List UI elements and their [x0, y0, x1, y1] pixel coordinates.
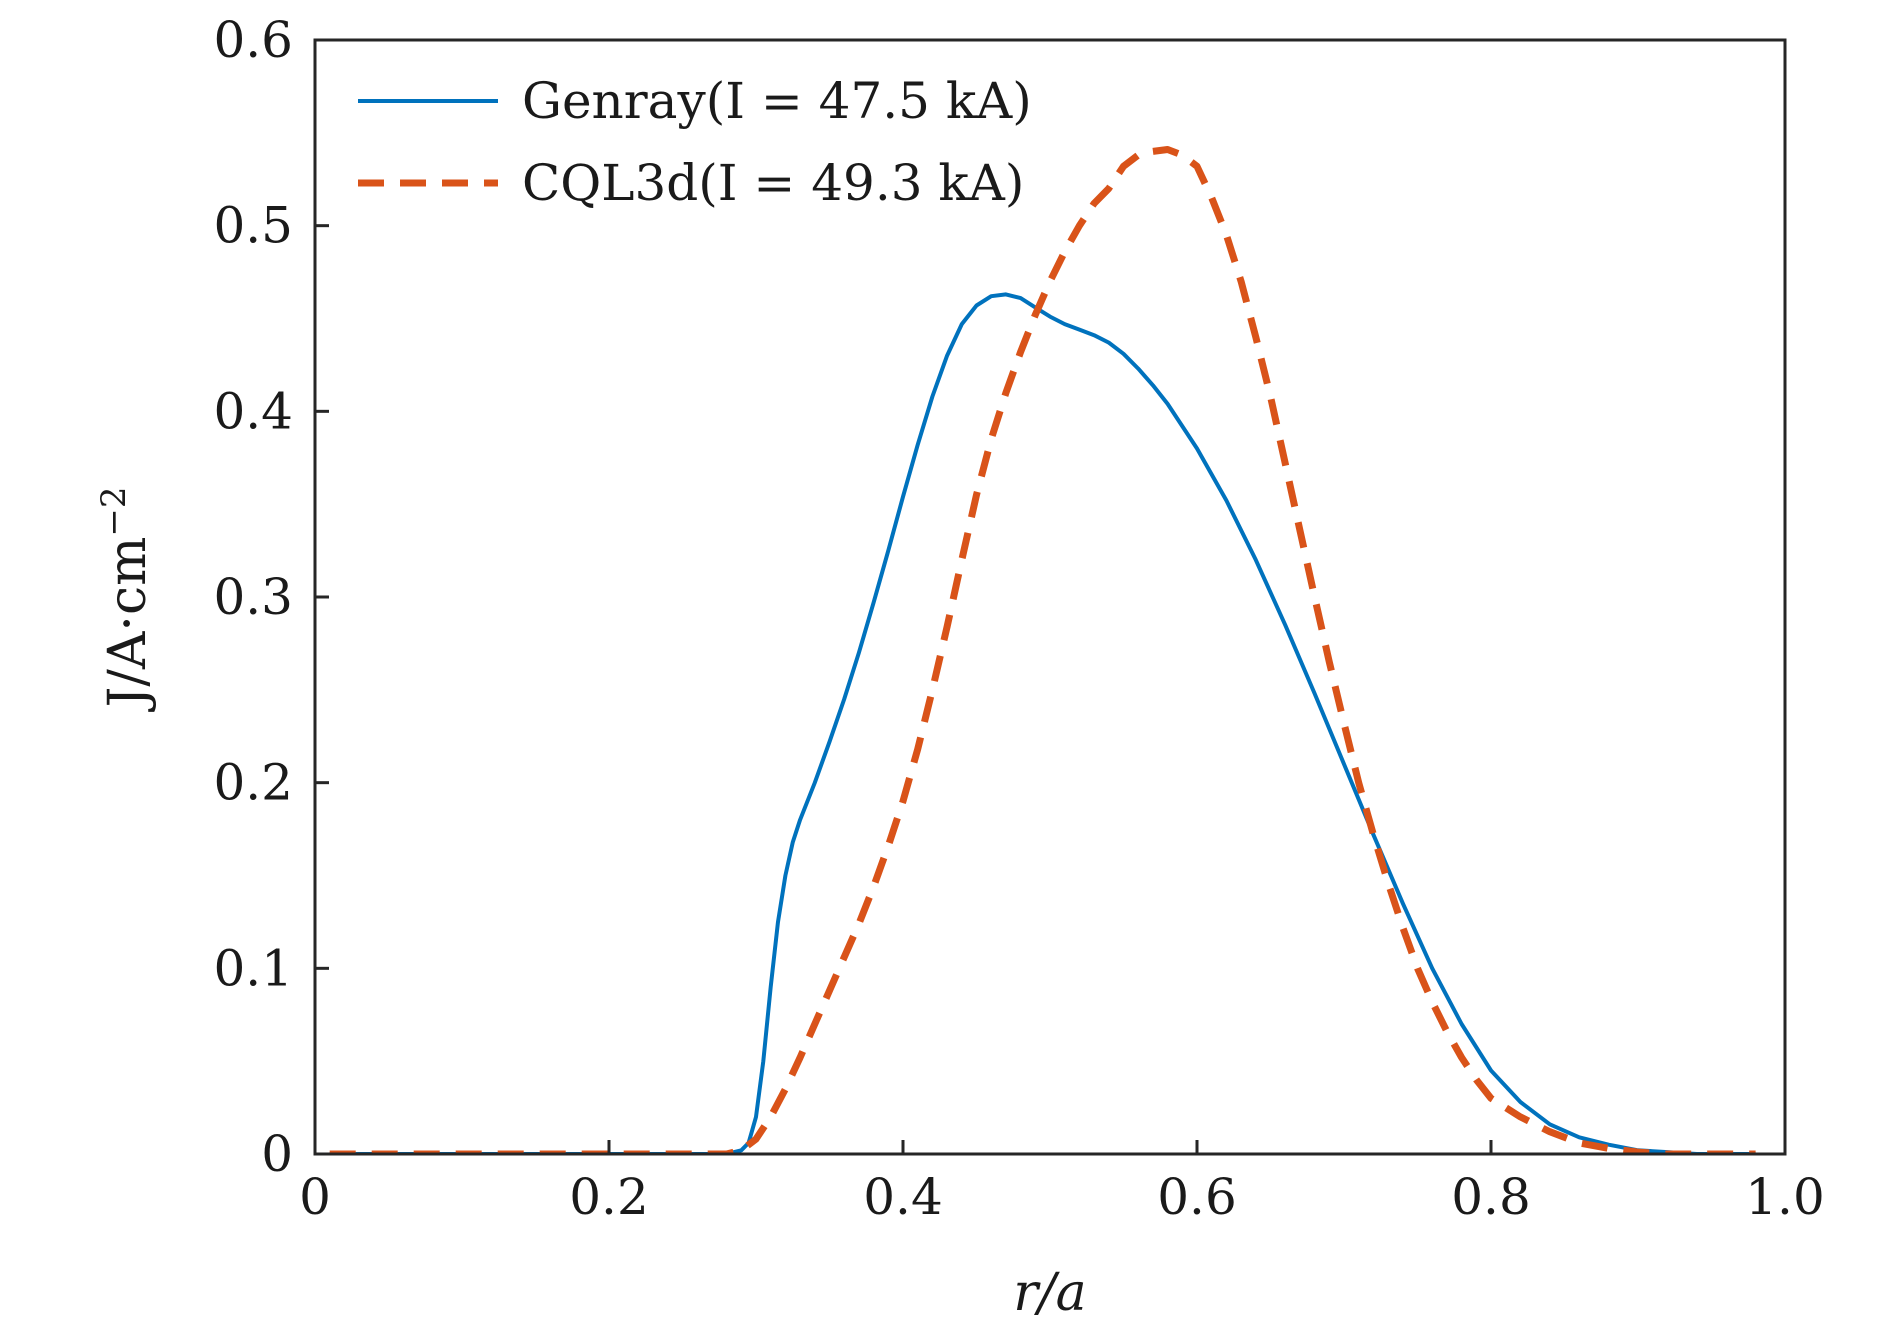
legend-label-cql3d: CQL3d(I = 49.3 kA) [522, 154, 1024, 212]
series-line-genray [329, 292, 1756, 1154]
y-axis-label: J/A·cm−2 [94, 486, 158, 712]
series-layer [329, 146, 1756, 1154]
legend-label-genray: Genray(I = 47.5 kA) [522, 72, 1032, 130]
x-tick-label: 0.2 [569, 1168, 649, 1226]
y-tick-label: 0.1 [213, 939, 293, 997]
x-tick-label: 0.4 [863, 1168, 943, 1226]
y-axis-label-main: J/A·cm [98, 537, 158, 713]
legend: Genray(I = 47.5 kA) CQL3d(I = 49.3 kA) [358, 72, 1032, 212]
y-tick-label: 0.4 [213, 382, 293, 440]
x-tick-label: 1.0 [1745, 1168, 1825, 1226]
y-axis-label-group: J/A·cm−2 [94, 486, 158, 712]
y-tick-label: 0.3 [213, 568, 293, 626]
ticks-layer: 0 0.2 0.4 0.6 0.8 1.0 0 0.1 0.2 0.3 0.4 0.5 0.6 [213, 11, 1824, 1226]
y-tick-label: 0.6 [213, 11, 293, 69]
y-tick-label: 0.5 [213, 197, 293, 255]
x-tick-label: 0.8 [1451, 1168, 1531, 1226]
x-tick-label: 0 [299, 1168, 331, 1226]
series-line-cql3d [329, 146, 1756, 1154]
y-axis-label-exponent: −2 [94, 486, 134, 536]
x-tick-label: 0.6 [1157, 1168, 1237, 1226]
y-tick-label: 0 [261, 1125, 293, 1183]
y-tick-label: 0.2 [213, 754, 293, 812]
x-axis-label: r/a [1013, 1263, 1086, 1323]
